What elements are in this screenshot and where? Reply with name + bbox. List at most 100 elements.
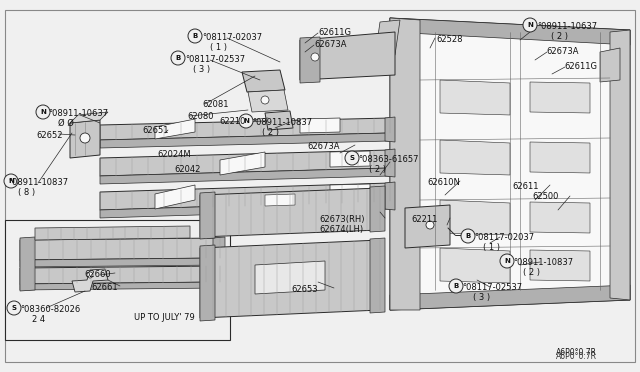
Text: B: B — [453, 283, 459, 289]
Polygon shape — [70, 120, 100, 158]
Polygon shape — [248, 90, 288, 112]
Polygon shape — [265, 111, 293, 130]
Polygon shape — [385, 117, 395, 142]
Circle shape — [80, 133, 90, 143]
Text: B: B — [193, 33, 198, 39]
Text: 62673A: 62673A — [307, 142, 339, 151]
Text: °08117-02037: °08117-02037 — [202, 33, 262, 42]
Polygon shape — [370, 186, 385, 232]
Polygon shape — [70, 112, 108, 123]
Text: ( 2 ): ( 2 ) — [369, 165, 386, 174]
Polygon shape — [385, 149, 395, 177]
Polygon shape — [330, 151, 370, 167]
Text: S: S — [12, 305, 17, 311]
Text: °08911-10837: °08911-10837 — [8, 178, 68, 187]
Text: °08911-10637: °08911-10637 — [48, 109, 108, 118]
Text: N: N — [527, 22, 533, 28]
Polygon shape — [390, 18, 630, 45]
Polygon shape — [100, 118, 390, 140]
Circle shape — [311, 53, 319, 61]
Polygon shape — [530, 250, 590, 281]
Text: 62673A: 62673A — [546, 47, 579, 56]
Polygon shape — [370, 238, 385, 313]
Text: °08117-02037: °08117-02037 — [474, 233, 534, 242]
Circle shape — [426, 221, 434, 229]
Text: 62653: 62653 — [291, 285, 317, 294]
Text: °08117-02537: °08117-02537 — [462, 283, 522, 292]
Polygon shape — [300, 118, 340, 133]
Text: B: B — [465, 233, 470, 239]
Polygon shape — [20, 266, 220, 284]
Polygon shape — [610, 30, 630, 300]
Polygon shape — [155, 185, 195, 209]
Text: 62652: 62652 — [36, 131, 63, 140]
Text: S: S — [349, 155, 355, 161]
Text: B: B — [175, 55, 180, 61]
Polygon shape — [200, 240, 380, 318]
Polygon shape — [200, 188, 380, 237]
Text: Ø Ø: Ø Ø — [58, 119, 74, 128]
Polygon shape — [220, 152, 265, 175]
Circle shape — [188, 29, 202, 43]
Text: ( 3 ): ( 3 ) — [473, 293, 490, 302]
Polygon shape — [375, 20, 400, 57]
Polygon shape — [440, 200, 510, 235]
Text: ( 3 ): ( 3 ) — [193, 65, 210, 74]
Text: °08911-10637: °08911-10637 — [537, 22, 597, 31]
Text: UP TO JULY' 79: UP TO JULY' 79 — [134, 313, 195, 322]
Circle shape — [36, 105, 50, 119]
Text: 62611G: 62611G — [564, 62, 597, 71]
Text: 62673A: 62673A — [314, 40, 346, 49]
Text: ( 2 ): ( 2 ) — [551, 32, 568, 41]
Text: 62024M: 62024M — [157, 150, 191, 159]
Text: 62610N: 62610N — [427, 178, 460, 187]
Circle shape — [261, 96, 269, 104]
Text: 62500: 62500 — [532, 192, 558, 201]
Polygon shape — [330, 184, 370, 200]
Text: 62210: 62210 — [219, 117, 245, 126]
Polygon shape — [20, 282, 220, 290]
Polygon shape — [255, 261, 325, 294]
Polygon shape — [5, 10, 635, 362]
Polygon shape — [100, 201, 390, 218]
Polygon shape — [390, 285, 630, 310]
Circle shape — [461, 229, 475, 243]
Text: 62042: 62042 — [174, 165, 200, 174]
Polygon shape — [405, 205, 450, 248]
Polygon shape — [155, 119, 195, 139]
Circle shape — [7, 301, 21, 315]
Polygon shape — [20, 237, 35, 291]
Polygon shape — [100, 150, 390, 176]
Text: 2 4: 2 4 — [32, 315, 45, 324]
Circle shape — [171, 51, 185, 65]
Polygon shape — [530, 142, 590, 173]
Circle shape — [449, 279, 463, 293]
Polygon shape — [440, 140, 510, 175]
Text: 62611: 62611 — [512, 182, 538, 191]
Text: ( 2 ): ( 2 ) — [262, 128, 279, 137]
Circle shape — [239, 114, 253, 128]
Text: 62661: 62661 — [91, 283, 118, 292]
Text: °08363-61657: °08363-61657 — [358, 155, 419, 164]
Polygon shape — [20, 238, 220, 260]
Text: ( 1 ): ( 1 ) — [483, 243, 500, 252]
Polygon shape — [530, 202, 590, 233]
Polygon shape — [100, 183, 390, 210]
Polygon shape — [385, 182, 395, 210]
Text: N: N — [504, 258, 510, 264]
Text: 62674(LH): 62674(LH) — [319, 225, 363, 234]
Polygon shape — [390, 18, 420, 310]
Text: A6P0°0.7R: A6P0°0.7R — [556, 348, 597, 357]
Circle shape — [500, 254, 514, 268]
Circle shape — [87, 272, 93, 278]
Polygon shape — [390, 18, 630, 310]
Text: 62660: 62660 — [84, 270, 111, 279]
Text: 62211: 62211 — [411, 215, 437, 224]
Polygon shape — [242, 70, 285, 92]
Circle shape — [4, 174, 18, 188]
Polygon shape — [100, 168, 390, 184]
Text: °08117-02537: °08117-02537 — [185, 55, 245, 64]
Polygon shape — [213, 237, 225, 289]
Polygon shape — [440, 248, 510, 283]
Text: ( 1 ): ( 1 ) — [210, 43, 227, 52]
